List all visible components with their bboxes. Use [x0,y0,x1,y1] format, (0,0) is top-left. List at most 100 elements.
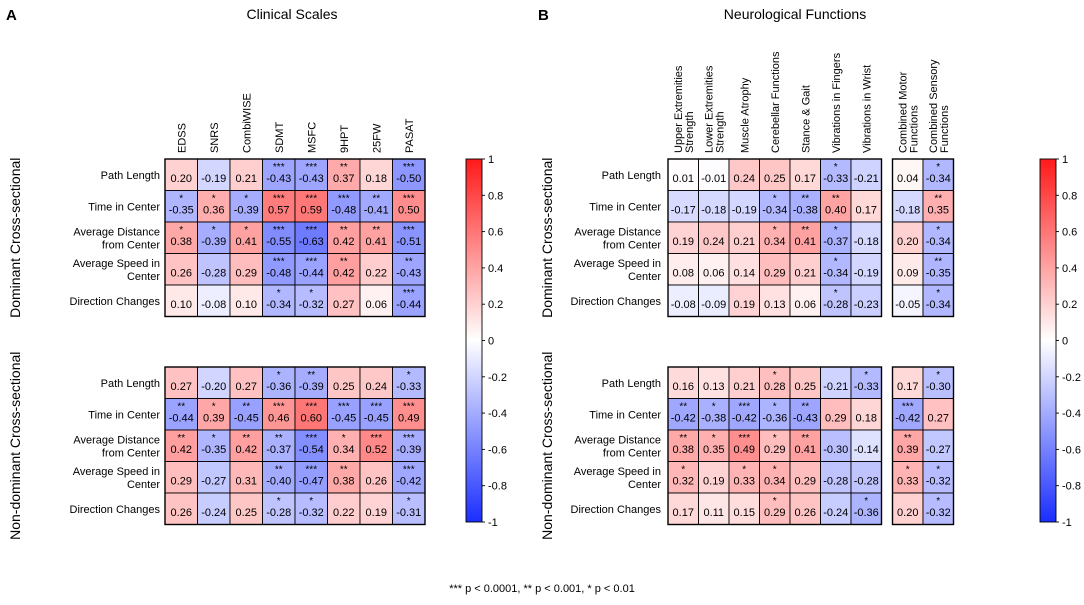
colorbar [465,158,483,523]
cell-value: -0.43 [793,412,818,424]
cell-value: 0.41 [236,236,257,248]
significance-marker: * [773,402,777,413]
significance-marker: * [179,194,183,205]
cell-value: 0.42 [236,444,257,456]
significance-marker: *** [738,433,750,444]
significance-marker: *** [305,433,317,444]
cell-value: 0.27 [928,412,949,424]
heatmap-panel-b: B Neurological Functions Upper Extremities… [538,6,1081,540]
significance-marker: ** [340,162,348,173]
column-header-line: Combined Motor [897,71,909,153]
column-header: Muscle Atrophy [739,77,751,153]
heatmap-cell [728,284,760,317]
cell-value: 0.42 [333,236,354,248]
heatmap-cell [922,492,954,525]
cell-value: 0.20 [897,236,918,248]
cell-value: 0.50 [398,204,419,216]
heatmap-cell [759,253,791,286]
column-header-line: Upper Extremities [673,65,685,153]
heatmap-cell [327,221,361,254]
heatmap-panel-a: A Clinical Scales EDSS SNRS CombiWISE SDMT MSF… [6,6,507,540]
column-header: Stance & Gait [800,85,812,153]
row-label-line: Time in Center [589,409,661,421]
cell-value: -0.34 [762,204,787,216]
significance-marker: * [936,465,940,476]
cell-value: -0.35 [926,267,951,279]
cell-value: 0.29 [171,475,192,487]
cell-value: 0.39 [203,412,224,424]
significance-marker: ** [372,194,380,205]
cell-value: 0.10 [236,299,257,311]
cell-value: -0.27 [926,444,951,456]
significance-marker: *** [273,257,285,268]
heatmap-cell [789,158,821,191]
row-label: Time in Center [589,201,661,213]
column-header: MSFC [306,122,318,153]
cell-value: -0.44 [169,412,194,424]
significance-marker: * [773,465,777,476]
cell-value: -0.40 [266,475,291,487]
heatmap-cell [392,190,426,223]
cell-value: 0.29 [764,267,785,279]
significance-marker: *** [403,433,415,444]
heatmap-cell [789,492,821,525]
heatmap-cell [728,429,760,462]
heatmap-cell [820,221,852,254]
significance-marker: * [906,465,910,476]
heatmap-cell [820,429,852,462]
cell-value: -0.32 [926,507,951,519]
cell-value: -0.48 [331,204,356,216]
column-header-line: Stance & Gait [800,85,812,153]
significance-marker: *** [403,162,415,173]
cell-value: -0.18 [701,204,726,216]
heatmap-cell [197,190,231,223]
significance-marker: *** [403,402,415,413]
significance-marker: * [407,370,411,381]
cell-value: 0.42 [171,444,192,456]
colorbar-tick-label: -0.4 [1062,408,1081,420]
significance-marker: *** [273,162,285,173]
cell-value: -0.32 [299,299,324,311]
cell-value: 0.24 [734,173,755,185]
cell-value: 0.21 [236,173,257,185]
row-label-line: Direction Changes [70,504,161,516]
heatmap-cell [327,366,361,399]
cell-value: 0.25 [764,173,785,185]
column-header: SNRS [209,122,221,153]
significance-marker: ** [242,402,250,413]
significance-marker: * [742,465,746,476]
row-label-line: Average Speed in [574,466,661,478]
row-label: Average Speed in Center [73,466,161,491]
significance-marker: * [309,288,313,299]
group-block-outline [667,366,883,526]
heatmap-cell [728,461,760,494]
significance-marker: ** [904,433,912,444]
heatmap-cell [850,398,882,431]
heatmap-cell [262,221,296,254]
significance-marker: ** [801,433,809,444]
cell-value: -0.32 [299,507,324,519]
cell-value: -0.17 [671,204,696,216]
heatmap-cell [820,492,852,525]
significance-marker: * [244,194,248,205]
cell-value: -0.09 [701,299,726,311]
column-header-line: Strength [714,111,726,153]
cell-value: 0.38 [673,444,694,456]
significance-marker: * [212,433,216,444]
cell-value: 0.20 [897,507,918,519]
cell-value: 0.10 [171,299,192,311]
colorbar-tick-label: 1 [1062,154,1068,166]
cell-value: 0.34 [764,475,785,487]
row-label-line: Average Distance [73,226,160,238]
cell-value: 0.24 [703,236,724,248]
significance-marker: * [277,288,281,299]
significance-marker: * [407,496,411,507]
significance-marker: *** [403,288,415,299]
cell-value: -0.34 [266,299,291,311]
colorbar-tick-label: -0.4 [488,408,507,420]
cell-value: -0.42 [895,412,920,424]
significance-marker: ** [340,257,348,268]
cell-value: -0.48 [266,267,291,279]
row-label-line: Center [628,479,661,491]
row-label: Average Speed in Center [574,466,662,491]
